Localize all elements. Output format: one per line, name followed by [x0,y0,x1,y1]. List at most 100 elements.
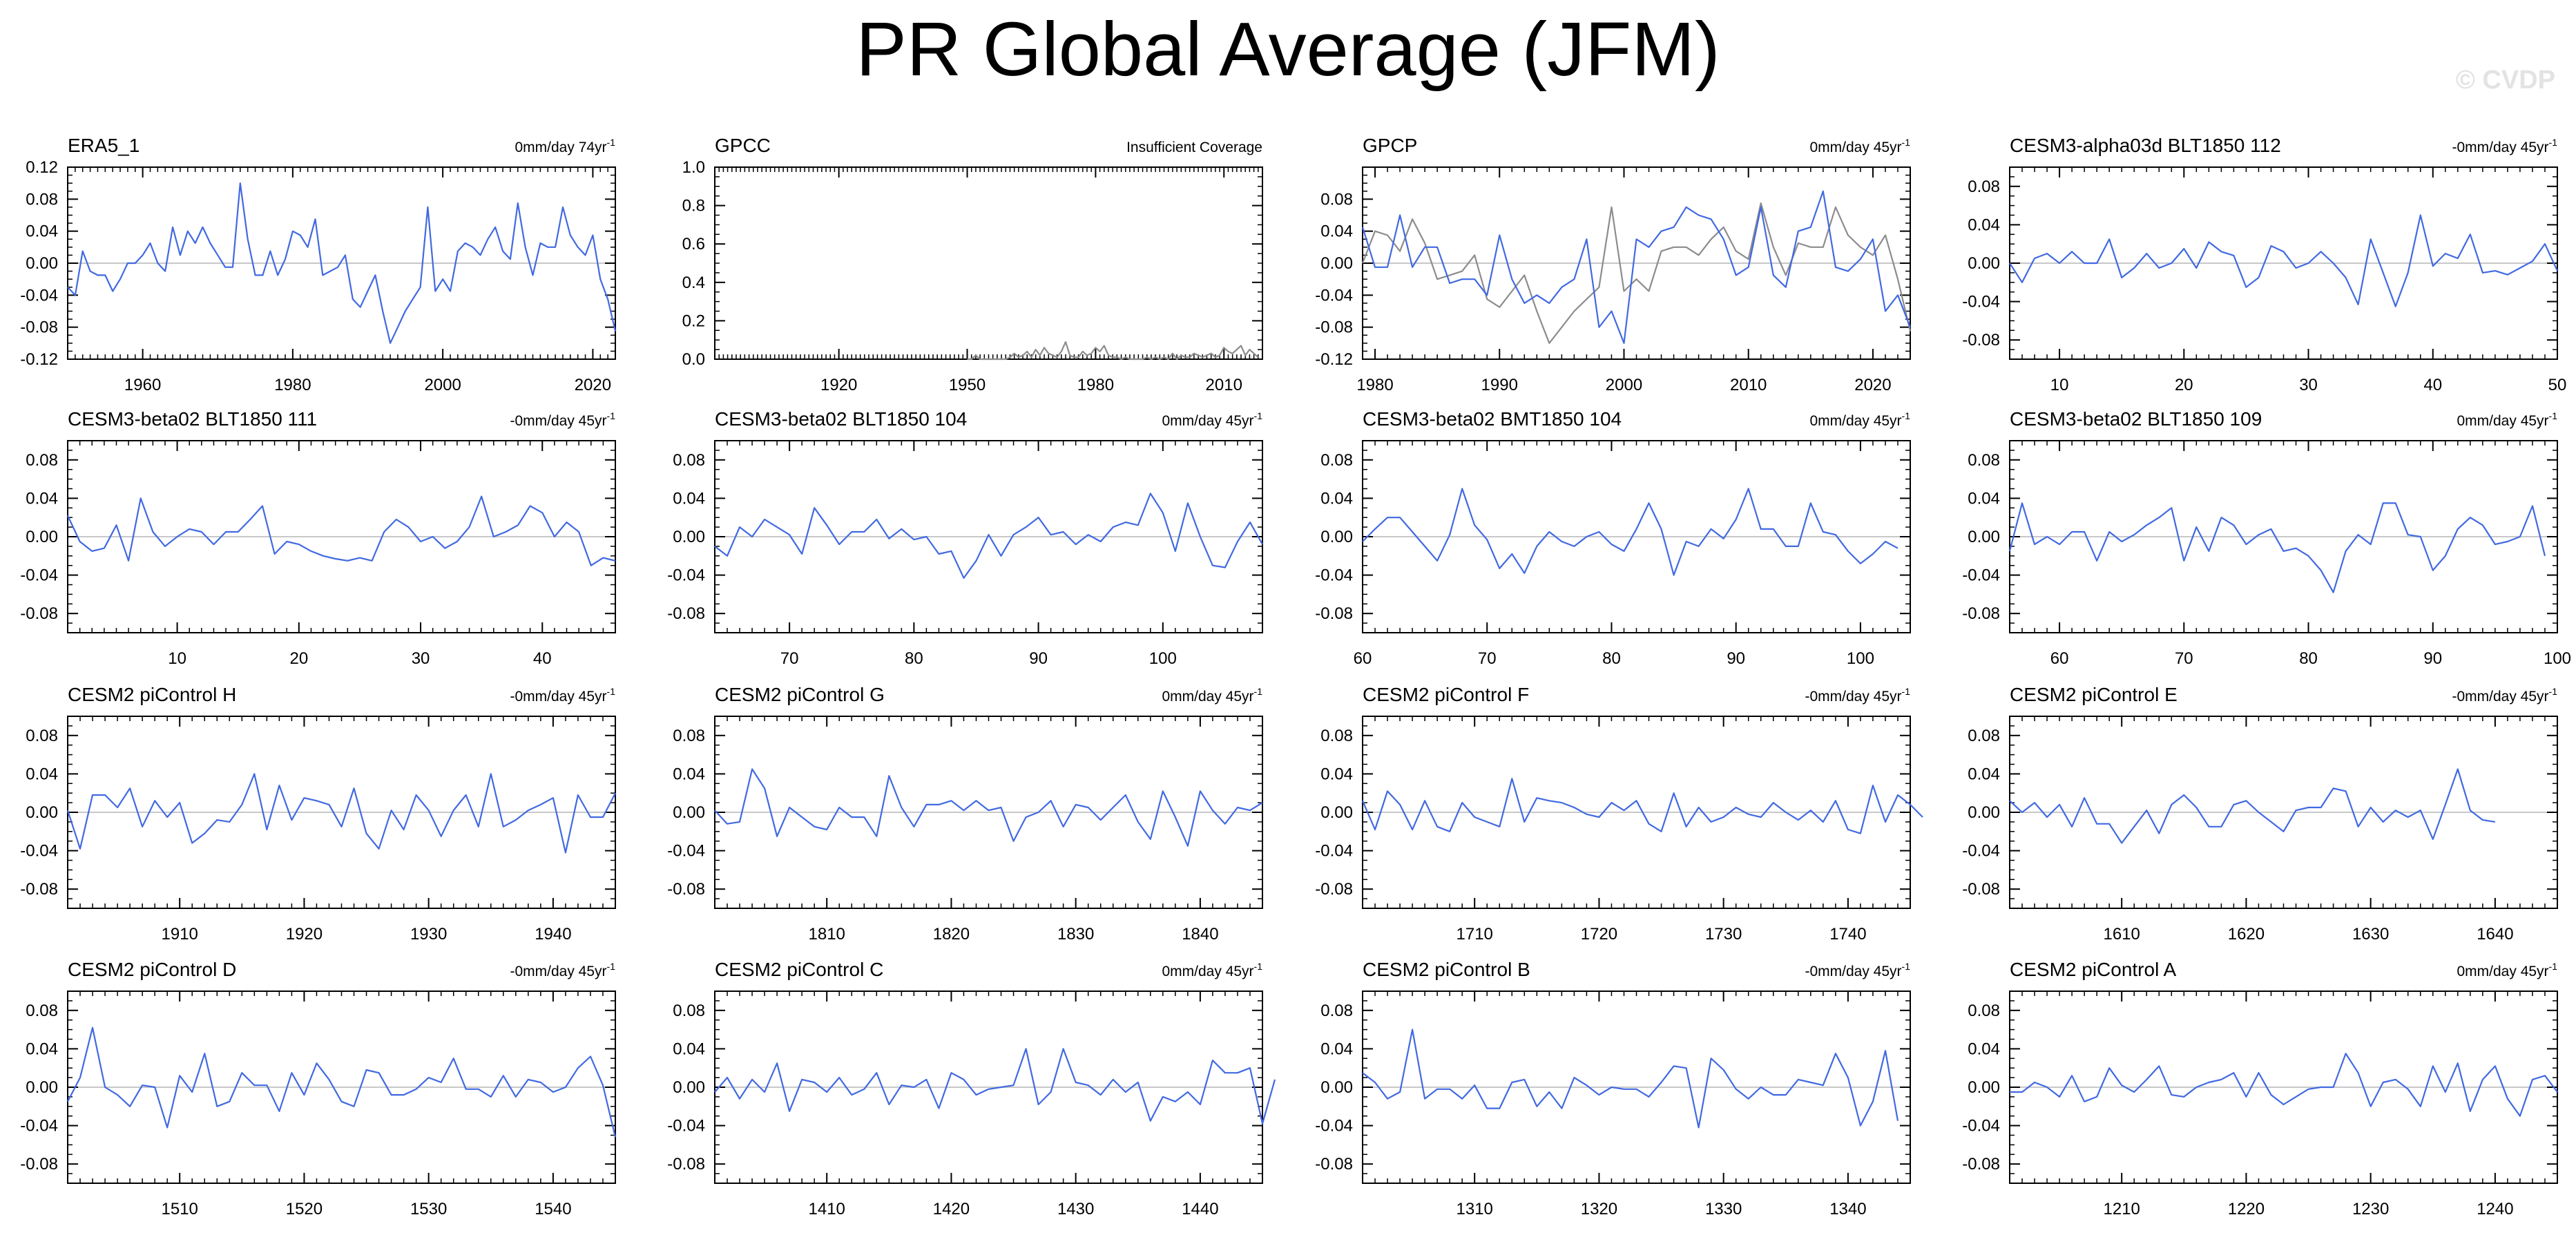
x-tick-label: 1810 [809,925,845,944]
x-tick-label: 2000 [424,376,461,394]
series-line [2009,214,2558,307]
y-tick-label: 0.04 [1320,489,1353,508]
trend-label: 0mm/day 45yr-1 [2457,410,2558,429]
y-tick-label: 0.08 [673,1002,705,1020]
chart-panel: 1210 1220 1230 1240 -0.08 -0.04 0.00 0.04 0.08 CE… [1962,959,2558,1218]
series-line [67,182,617,344]
y-tick-label: 0.04 [673,765,705,783]
trend-exponent: -1 [1254,686,1263,697]
chart-panel: 1910 1920 1930 1940 -0.08 -0.04 0.00 0.04 0.08 CE… [20,684,616,944]
y-tick-label: 0.04 [1320,1040,1353,1058]
x-tick-label: 70 [2175,649,2193,668]
x-tick-label: 30 [2299,376,2318,394]
y-tick-label: 0.00 [26,1078,58,1097]
x-tick-label: 1630 [2352,925,2389,944]
trend-label: 0mm/day 45yr-1 [1810,410,1911,429]
y-tick-label: 0.00 [1968,254,2000,273]
observation-series-line [967,341,1259,361]
x-tick-label: 60 [2050,649,2069,668]
y-tick-label: 0.00 [26,528,58,546]
trend-exponent: -1 [1902,137,1911,148]
y-tick-label: 0.08 [26,727,58,745]
x-tick-label: 1210 [2104,1200,2140,1218]
y-tick-label: 0.00 [26,803,58,822]
y-tick-label: -0.04 [20,566,58,585]
x-tick-label: 2010 [1730,376,1767,394]
y-tick-label: 0.00 [673,803,705,822]
y-tick-label: 0.08 [26,190,58,209]
trend-exponent: -1 [1254,410,1263,421]
series-line [66,773,616,854]
trend-exponent: -1 [607,410,616,421]
x-tick-label: 100 [1847,649,1874,668]
x-tick-label: 10 [2050,376,2069,394]
trend-exponent: -1 [1902,961,1911,972]
x-tick-label: 1730 [1705,925,1742,944]
chart-panel: 1610 1620 1630 1640 -0.08 -0.04 0.00 0.04 0.08 CE… [1962,684,2558,944]
trend-exponent: -1 [2549,686,2558,697]
y-tick-label: 0.08 [26,1002,58,1020]
series-line [714,768,1263,847]
x-tick-label: 20 [2175,376,2193,394]
y-tick-label: -0.04 [20,1117,58,1136]
y-tick-label: -0.04 [20,842,58,861]
panel-title: CESM2 piControl D [68,959,236,980]
y-tick-label: 0.04 [1968,489,2000,508]
series-line [1361,190,1912,344]
series-line [2008,502,2546,593]
panel-title: GPCC [715,135,771,156]
y-tick-label: 0.04 [1320,765,1353,783]
y-tick-label: 0.08 [1968,451,2000,470]
plot-frame [714,166,1263,360]
x-tick-label: 1330 [1705,1200,1742,1218]
y-tick-label: 1.0 [682,158,705,177]
x-tick-label: 80 [1602,649,1621,668]
trend-label: -0mm/day 45yr-1 [510,961,616,979]
chart-panel: 60 70 80 90 100 -0.08 -0.04 0.00 0.04 0.08 CESM3-b… [1315,408,1911,668]
chart-panel: 60 70 80 90 100 -0.08 -0.04 0.00 0.04 0.08 CESM3-b… [1962,408,2571,668]
x-tick-label: 1720 [1581,925,1617,944]
x-tick-label: 1620 [2228,925,2265,944]
chart-panel: 10 20 30 40 -0.08 -0.04 0.00 0.04 0.08 CESM3-beta… [20,408,616,668]
x-tick-label: 1540 [535,1200,571,1218]
trend-label: 0mm/day 74yr-1 [515,137,616,155]
x-tick-label: 1640 [2477,925,2513,944]
y-tick-label: 0.12 [26,158,58,177]
x-tick-label: 1960 [124,376,161,394]
x-tick-label: 60 [1354,649,1372,668]
x-tick-label: 40 [533,649,552,668]
y-tick-label: 0.08 [673,451,705,470]
chart-panel: 1960 1980 2000 2020 -0.12 -0.08 -0.04 0.00 0.04 0… [20,135,617,394]
panel-title: ERA5_1 [68,135,140,156]
y-tick-label: 0.08 [1320,190,1353,209]
x-tick-label: 100 [1149,649,1177,668]
x-tick-label: 1820 [933,925,970,944]
trend-exponent: -1 [607,137,616,148]
x-tick-label: 70 [1478,649,1497,668]
x-tick-label: 1320 [1581,1200,1617,1218]
trend-label: -0mm/day 45yr-1 [1805,961,1911,979]
y-tick-label: -0.04 [1962,566,2000,585]
series-line [2010,1053,2558,1117]
x-tick-label: 1980 [1077,376,1114,394]
y-tick-label: -0.04 [1315,286,1353,305]
x-tick-label: 1610 [2104,925,2140,944]
chart-panel: 10 20 30 40 50 -0.08 -0.04 0.00 0.04 0.08 CESM3-al… [1962,135,2566,394]
trend-label: 0mm/day 45yr-1 [1162,686,1263,705]
panel-title: CESM3-beta02 BLT1850 104 [715,408,967,430]
x-tick-label: 1510 [162,1200,198,1218]
x-tick-label: 1920 [286,925,323,944]
x-tick-label: 90 [1727,649,1745,668]
y-tick-label: 0.04 [26,222,58,241]
series-line [1362,1028,1899,1129]
x-tick-label: 90 [1029,649,1048,668]
y-tick-label: -0.08 [20,604,58,623]
series-line [67,495,616,566]
x-tick-label: 1420 [933,1200,970,1218]
panel-title: CESM3-alpha03d BLT1850 112 [2010,135,2281,156]
x-tick-label: 1530 [410,1200,447,1218]
x-tick-label: 1430 [1057,1200,1094,1218]
figure-title: PR Global Average (JFM) [856,7,1720,92]
x-tick-label: 80 [2299,649,2318,668]
